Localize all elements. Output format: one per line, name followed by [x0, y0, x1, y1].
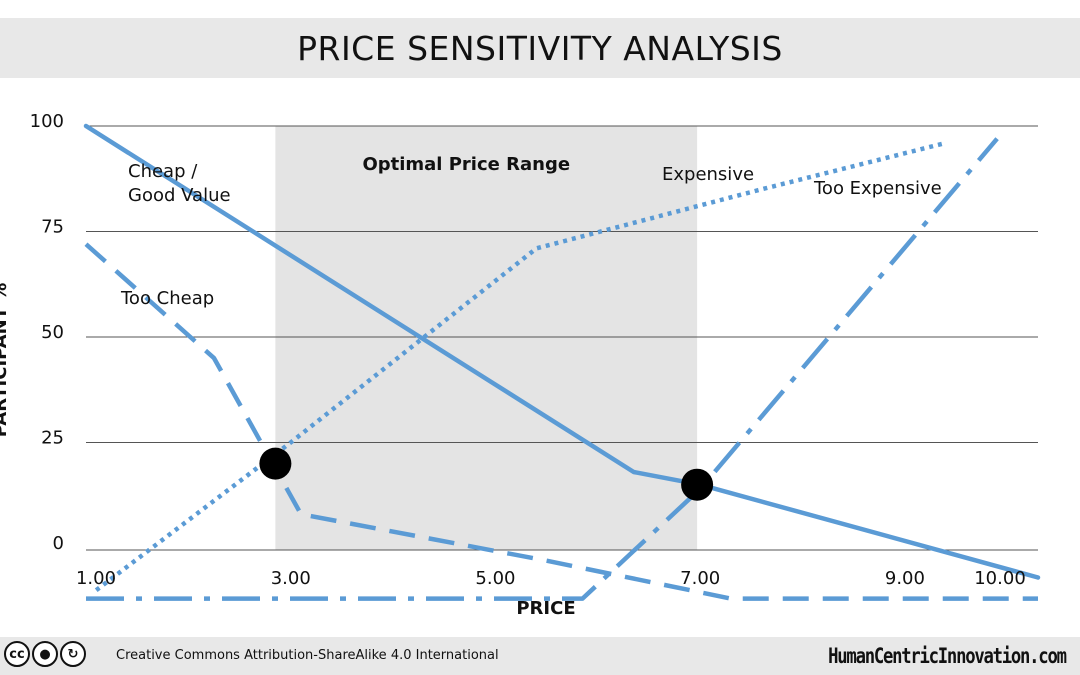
license-text: Creative Commons Attribution-ShareAlike … — [116, 648, 499, 663]
intersection-marker-2 — [681, 468, 714, 501]
x-tick-label: 5.00 — [475, 568, 515, 589]
optimal-range-region — [275, 126, 698, 550]
attribution-icon: ● — [32, 641, 58, 667]
y-tick-label: 100 — [30, 111, 64, 132]
x-tick-label: 3.00 — [271, 568, 311, 589]
cc-license-icons: cc ● ↻ — [4, 641, 86, 671]
y-tick-label: 50 — [41, 322, 64, 343]
series-line-too-expensive — [86, 137, 999, 601]
title-bar: PRICE SENSITIVITY ANALYSIS — [0, 18, 1080, 78]
series-line-cheap-good-value — [83, 123, 1041, 580]
series-label: Cheap / Good Value — [128, 161, 231, 206]
y-axis-title: PARTICIPANT % — [0, 283, 11, 438]
brand-link[interactable]: HumanCentricInnovation.com — [828, 644, 1067, 668]
share-alike-icon: ↻ — [60, 641, 86, 667]
series-label: Expensive — [662, 164, 754, 185]
y-tick-label: 0 — [53, 533, 64, 554]
chart-title: PRICE SENSITIVITY ANALYSIS — [297, 28, 783, 68]
x-axis-title: PRICE — [516, 598, 575, 619]
series-line-too-cheap — [84, 242, 1038, 601]
intersection-marker-1 — [259, 447, 292, 480]
optimal-range-label: Optimal Price Range — [362, 154, 570, 175]
series-line-expensive — [94, 140, 947, 592]
series-label: Too Expensive — [813, 178, 942, 199]
x-tick-label: 9.00 — [885, 568, 925, 589]
series-label: Too Cheap — [120, 288, 214, 309]
x-tick-label: 7.00 — [680, 568, 720, 589]
x-tick-label: 1.00 — [76, 568, 116, 589]
price-sensitivity-chart: Optimal Price Range 100 75 50 25 0 1.00 3.00 5.0… — [0, 111, 1041, 619]
y-tick-label: 75 — [41, 217, 64, 238]
y-tick-label: 25 — [41, 428, 64, 449]
footer: cc ● ↻ Creative Commons Attribution-Shar… — [0, 637, 1080, 675]
creative-commons-icon: cc — [4, 641, 30, 667]
x-tick-label: 10.00 — [974, 568, 1026, 589]
